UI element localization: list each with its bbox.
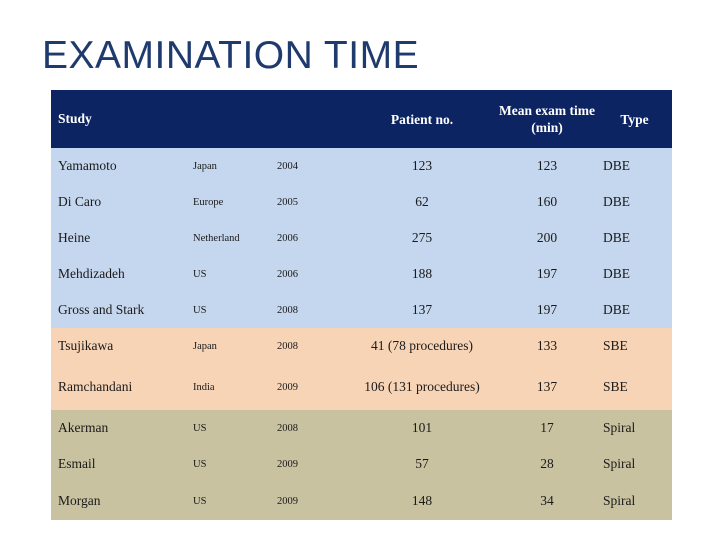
study-cell: Morgan — [58, 493, 101, 508]
country-cell: US — [193, 422, 207, 434]
year-cell: 2009 — [277, 458, 298, 470]
patient-no-cell: 106 (131 procedures) — [364, 379, 480, 394]
table-row: Gross and Stark US 2008 137 197 DBE — [51, 292, 672, 328]
patient-no-cell: 41 (78 procedures) — [371, 338, 473, 353]
study-cell: Heine — [58, 230, 91, 245]
mean-exam-time-cell: 123 — [536, 158, 558, 173]
patient-no-cell: 188 — [411, 266, 433, 281]
header-type: Type — [620, 111, 649, 127]
mean-exam-time-cell: 197 — [536, 302, 558, 317]
type-cell: DBE — [603, 194, 630, 209]
patient-no-cell: 148 — [411, 493, 433, 508]
year-cell: 2008 — [277, 340, 298, 352]
mean-exam-time-cell: 28 — [540, 456, 554, 471]
country-cell: Netherland — [193, 232, 240, 244]
type-cell: SBE — [603, 338, 628, 353]
table-header-row: Study Patient no. Mean exam time (min) T… — [51, 90, 672, 148]
country-cell: Japan — [193, 340, 217, 352]
patient-no-cell: 123 — [411, 158, 433, 173]
mean-exam-time-cell: 137 — [536, 379, 558, 394]
type-cell: Spiral — [603, 493, 636, 508]
header-patient-no: Patient no. — [390, 111, 454, 127]
year-cell: 2006 — [277, 268, 298, 280]
study-cell: Esmail — [58, 456, 96, 471]
country-cell: Europe — [193, 196, 224, 208]
slide-title: EXAMINATION TIME — [42, 34, 420, 77]
mean-exam-time-cell: 133 — [536, 338, 558, 353]
mean-exam-time-cell: 197 — [536, 266, 558, 281]
table-row: Esmail US 2009 57 28 Spiral — [51, 446, 672, 482]
patient-no-cell: 101 — [411, 420, 433, 435]
country-cell: India — [193, 381, 215, 393]
table-row: Mehdizadeh US 2006 188 197 DBE — [51, 256, 672, 292]
study-cell: Mehdizadeh — [58, 266, 125, 281]
patient-no-cell: 57 — [415, 456, 429, 471]
table-body: Yamamoto Japan 2004 123 123 DBE Di Caro Europe 2… — [51, 148, 672, 520]
country-cell: US — [193, 268, 207, 280]
table-row: Yamamoto Japan 2004 123 123 DBE — [51, 148, 672, 184]
type-cell: SBE — [603, 379, 628, 394]
mean-exam-time-cell: 160 — [536, 194, 558, 209]
type-cell: Spiral — [603, 456, 636, 471]
table-row: Morgan US 2009 148 34 Spiral — [51, 482, 672, 520]
table-row: Heine Netherland 2006 275 200 DBE — [51, 220, 672, 256]
type-cell: DBE — [603, 158, 630, 173]
type-cell: DBE — [603, 230, 630, 245]
header-mean-exam-time: Mean exam time (min) — [499, 103, 595, 135]
study-cell: Gross and Stark — [58, 302, 145, 317]
year-cell: 2009 — [277, 495, 298, 507]
mean-exam-time-cell: 200 — [536, 230, 558, 245]
type-cell: Spiral — [603, 420, 636, 435]
year-cell: 2009 — [277, 381, 298, 393]
table-row: Akerman US 2008 101 17 Spiral — [51, 410, 672, 446]
table-row: Tsujikawa Japan 2008 41 (78 procedures) 133 S… — [51, 328, 672, 364]
table-row: Ramchandani India 2009 106 (131 procedures)… — [51, 364, 672, 410]
examination-time-table: Study Patient no. Mean exam time (min) T… — [51, 90, 672, 520]
header-study: Study — [58, 111, 92, 126]
country-cell: US — [193, 495, 207, 507]
year-cell: 2004 — [277, 160, 298, 172]
country-cell: US — [193, 458, 207, 470]
patient-no-cell: 137 — [411, 302, 433, 317]
study-cell: Ramchandani — [58, 379, 133, 394]
study-cell: Tsujikawa — [58, 338, 114, 353]
type-cell: DBE — [603, 302, 630, 317]
country-cell: US — [193, 304, 207, 316]
patient-no-cell: 62 — [415, 194, 429, 209]
mean-exam-time-cell: 17 — [540, 420, 554, 435]
mean-exam-time-cell: 34 — [540, 493, 554, 508]
year-cell: 2005 — [277, 196, 298, 208]
study-cell: Di Caro — [58, 194, 102, 209]
patient-no-cell: 275 — [411, 230, 433, 245]
year-cell: 2006 — [277, 232, 298, 244]
study-cell: Akerman — [58, 420, 109, 435]
year-cell: 2008 — [277, 304, 298, 316]
country-cell: Japan — [193, 160, 217, 172]
year-cell: 2008 — [277, 422, 298, 434]
study-cell: Yamamoto — [58, 158, 117, 173]
table-row: Di Caro Europe 2005 62 160 DBE — [51, 184, 672, 220]
type-cell: DBE — [603, 266, 630, 281]
